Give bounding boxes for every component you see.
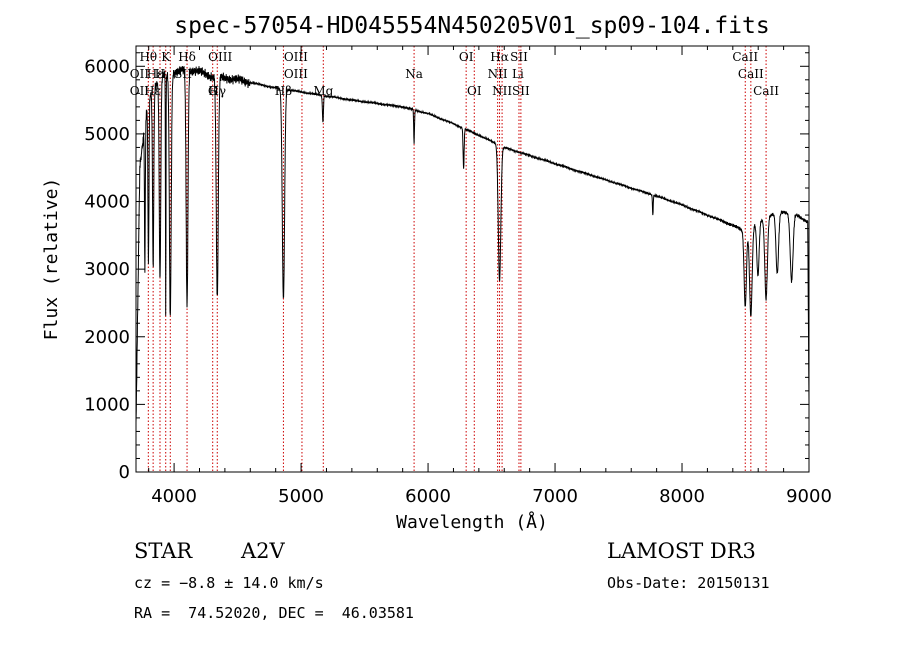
spectral-line-label: NII xyxy=(488,67,508,81)
spectral-line-label: OIII xyxy=(284,67,308,81)
y-axis-ticks: 0 1000 2000 3000 4000 5000 6000 xyxy=(84,52,809,483)
spectral-line-label: Hα xyxy=(490,50,509,64)
x-tick-label: 4000 xyxy=(151,486,197,507)
chart-title: spec-57054-HD045554N450205V01_sp09-104.f… xyxy=(174,13,769,39)
x-tick-label: 6000 xyxy=(405,486,451,507)
survey-name: LAMOST DR3 xyxy=(607,539,756,563)
spectral-line-label: OIII xyxy=(284,50,308,64)
x-axis-ticks: 4000 5000 6000 7000 8000 9000 xyxy=(148,46,832,507)
flux-series-line xyxy=(135,66,810,423)
spectral-line-label: Hδ xyxy=(178,50,196,64)
y-tick-label: 1000 xyxy=(84,394,130,415)
object-class: STAR xyxy=(134,539,193,563)
spectral-line-label: CaII xyxy=(738,67,764,81)
spectral-line-label: Hε xyxy=(147,67,164,81)
observation-date: Obs-Date: 20150131 xyxy=(607,574,770,592)
spectral-line-label: OIII xyxy=(208,50,232,64)
y-tick-label: 3000 xyxy=(84,259,130,280)
spectral-line-label: OII xyxy=(130,84,150,98)
y-tick-label: 6000 xyxy=(84,56,130,77)
plot-frame xyxy=(135,45,810,473)
spectral-line-label: Hθ xyxy=(139,50,157,64)
spectral-line-label: OI xyxy=(459,50,474,64)
x-tick-label: 5000 xyxy=(278,486,324,507)
spectral-line-label: OII xyxy=(130,67,150,81)
y-tick-label: 2000 xyxy=(84,327,130,348)
spectral-line-label: H xyxy=(155,67,165,81)
spectral-line-label: Li xyxy=(512,67,524,81)
line-marker-group xyxy=(147,46,767,472)
spectral-line-label: CaII xyxy=(732,50,758,64)
x-tick-label: 7000 xyxy=(532,486,578,507)
spectral-line-label: OI xyxy=(467,84,482,98)
y-tick-label: 4000 xyxy=(84,192,130,213)
spectral-line-label: CaII xyxy=(753,84,779,98)
spectral-line-label: K xyxy=(161,50,171,64)
coordinates: RA = 74.52020, DEC = 46.03581 xyxy=(134,604,414,622)
y-tick-label: 0 xyxy=(119,462,130,483)
spectral-line-label: G xyxy=(208,84,218,98)
y-tick-label: 5000 xyxy=(84,124,130,145)
spectral-line-label: NII xyxy=(492,84,512,98)
spectral-line-label: Hβ xyxy=(275,84,292,98)
x-axis-label: Wavelength (Å) xyxy=(396,511,548,533)
spectral-line-label: Hγ xyxy=(208,84,226,98)
y-axis-label: Flux (relative) xyxy=(41,178,62,341)
spectral-line-label: SII xyxy=(512,84,530,98)
spectral-line-label: Na xyxy=(405,67,423,81)
object-subclass: A2V xyxy=(241,539,285,563)
redshift-velocity: cz = −8.8 ± 14.0 km/s xyxy=(134,574,324,592)
x-tick-label: 8000 xyxy=(659,486,705,507)
x-tick-label: 9000 xyxy=(786,486,832,507)
spectral-line-label: SII xyxy=(510,50,528,64)
